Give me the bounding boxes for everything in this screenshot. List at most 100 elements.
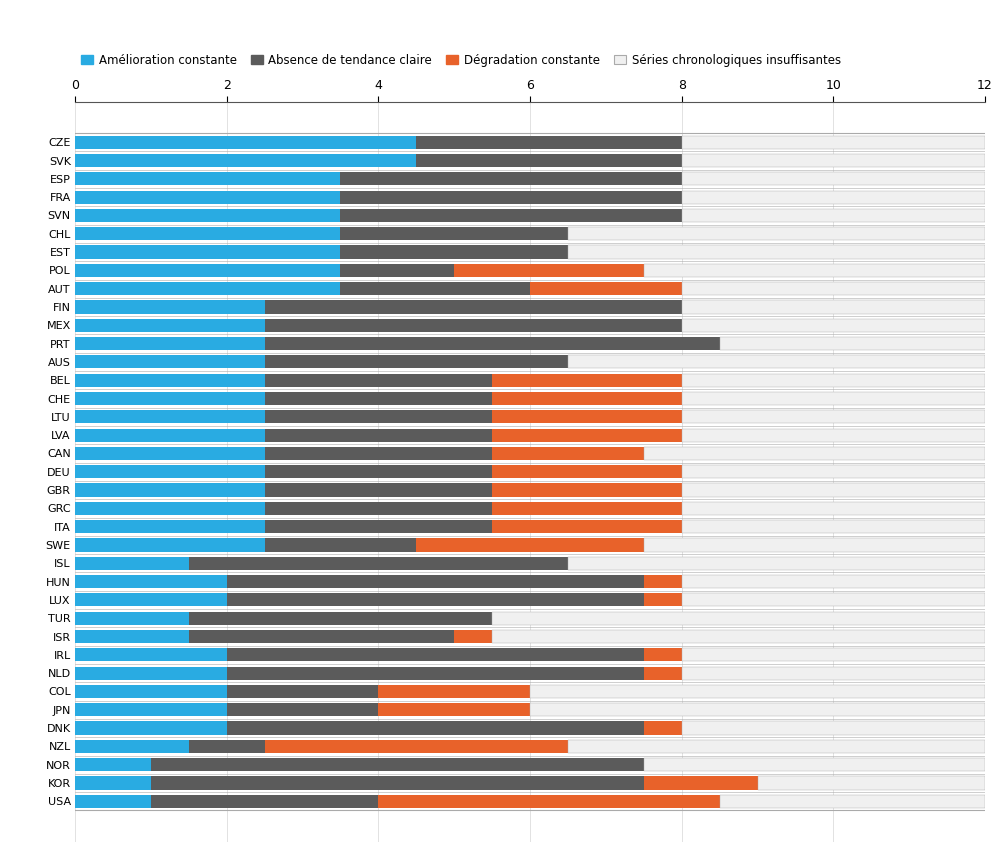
Bar (265, 538, 416, 552)
Bar (492, 411, 682, 423)
Bar (75, 282, 340, 295)
Bar (416, 136, 682, 149)
Bar (682, 173, 985, 185)
Bar (75, 209, 340, 222)
Bar (75, 136, 416, 149)
Bar (189, 630, 454, 643)
Bar (75, 685, 227, 698)
Bar (151, 776, 644, 790)
Bar (644, 758, 985, 771)
Bar (75, 337, 265, 350)
Bar (644, 776, 758, 790)
Bar (682, 319, 985, 332)
Bar (75, 630, 189, 643)
Bar (189, 557, 568, 570)
Bar (682, 520, 985, 533)
Bar (75, 411, 265, 423)
Bar (682, 502, 985, 515)
Bar (75, 557, 189, 570)
Bar (682, 428, 985, 442)
Bar (568, 246, 985, 258)
Bar (682, 484, 985, 496)
Bar (682, 136, 985, 149)
Bar (644, 447, 985, 460)
Bar (75, 502, 265, 515)
Bar (682, 465, 985, 479)
Bar (265, 355, 568, 369)
Bar (265, 484, 492, 496)
Bar (75, 484, 265, 496)
Bar (151, 758, 644, 771)
Bar (568, 740, 985, 753)
Bar (682, 593, 985, 607)
Bar (530, 685, 985, 698)
Bar (454, 264, 644, 277)
Bar (682, 649, 985, 661)
Bar (227, 722, 644, 734)
Bar (492, 392, 682, 405)
Bar (682, 666, 985, 680)
Bar (720, 795, 985, 807)
Bar (265, 319, 682, 332)
Bar (492, 484, 682, 496)
Bar (492, 465, 682, 479)
Bar (75, 649, 227, 661)
Bar (265, 392, 492, 405)
Bar (492, 428, 682, 442)
Bar (644, 575, 682, 588)
Bar (378, 703, 530, 717)
Bar (682, 722, 985, 734)
Bar (644, 264, 985, 277)
Bar (530, 703, 985, 717)
Bar (644, 722, 682, 734)
Bar (265, 411, 492, 423)
Bar (189, 612, 492, 625)
Bar (644, 593, 682, 607)
Bar (720, 337, 985, 350)
Bar (265, 300, 682, 314)
Bar (682, 209, 985, 222)
Bar (75, 300, 265, 314)
Bar (227, 575, 644, 588)
Bar (75, 264, 340, 277)
Bar (530, 282, 682, 295)
Bar (75, 154, 416, 167)
Bar (227, 649, 644, 661)
Bar (151, 795, 378, 807)
Bar (227, 685, 378, 698)
Bar (682, 300, 985, 314)
Bar (492, 374, 682, 387)
Bar (340, 190, 682, 204)
Bar (265, 740, 568, 753)
Bar (75, 374, 265, 387)
Bar (75, 520, 265, 533)
Bar (340, 209, 682, 222)
Bar (644, 649, 682, 661)
Bar (265, 520, 492, 533)
Bar (75, 612, 189, 625)
Bar (340, 227, 568, 241)
Bar (75, 758, 151, 771)
Bar (227, 666, 644, 680)
Bar (75, 538, 265, 552)
Bar (492, 520, 682, 533)
Bar (568, 557, 985, 570)
Bar (75, 227, 340, 241)
Bar (682, 374, 985, 387)
Bar (75, 666, 227, 680)
Bar (75, 776, 151, 790)
Bar (568, 227, 985, 241)
Bar (75, 392, 265, 405)
Bar (682, 411, 985, 423)
Bar (682, 575, 985, 588)
Bar (265, 502, 492, 515)
Bar (75, 465, 265, 479)
Bar (189, 740, 265, 753)
Bar (492, 502, 682, 515)
Bar (75, 190, 340, 204)
Bar (378, 685, 530, 698)
Bar (227, 703, 378, 717)
Bar (340, 173, 682, 185)
Legend: Amélioration constante, Absence de tendance claire, Dégradation constante, Série: Amélioration constante, Absence de tenda… (81, 54, 841, 66)
Bar (416, 154, 682, 167)
